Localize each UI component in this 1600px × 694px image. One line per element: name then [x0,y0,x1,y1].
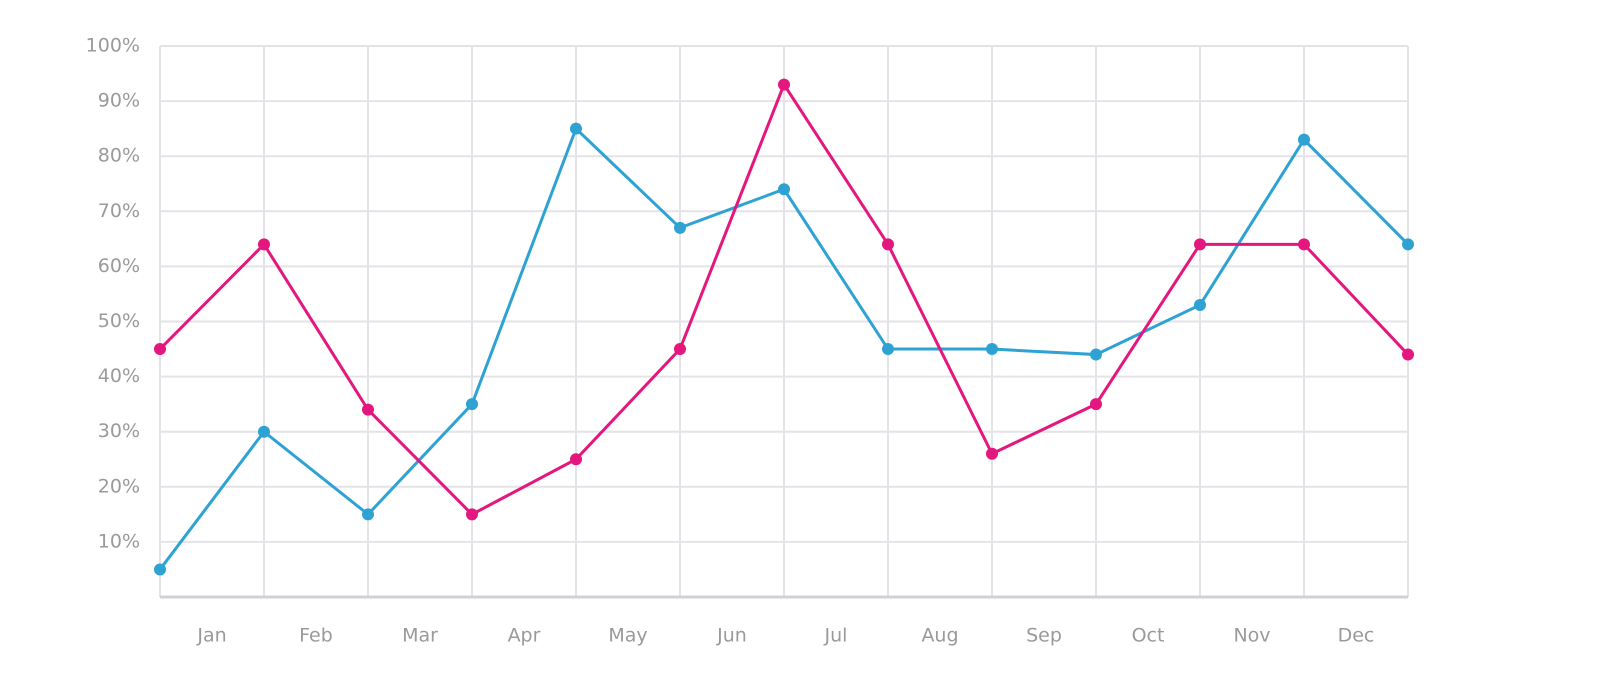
point [466,508,478,521]
x-tick-label: Nov [1233,625,1270,647]
y-tick-label: 10% [98,530,140,552]
x-tick-label: Jan [196,625,226,647]
point [570,122,582,135]
point [778,78,790,91]
y-tick-label: 70% [98,200,140,222]
point [570,453,582,466]
point [258,238,270,251]
point [882,238,894,251]
point [674,343,686,356]
point [778,183,790,196]
x-tick-label: Jul [824,625,848,647]
y-tick-label: 100% [86,35,140,57]
point [362,403,374,416]
x-tick-label: Mar [402,625,438,647]
point [154,563,166,576]
x-tick-label: Sep [1026,625,1062,647]
x-tick-label: Dec [1338,625,1375,647]
point [1090,398,1102,411]
x-tick-label: Feb [299,625,333,647]
y-tick-label: 40% [98,365,140,387]
y-tick-label: 30% [98,420,140,442]
point [362,508,374,521]
y-tick-label: 80% [98,145,140,167]
y-tick-label: 60% [98,255,140,277]
x-tick-label: Jun [716,625,747,647]
y-tick-label: 90% [98,90,140,112]
point [1402,238,1414,251]
point [1090,348,1102,361]
x-tick-label: May [608,625,647,647]
point [258,425,270,438]
point [674,221,686,234]
y-tick-label: 20% [98,475,140,497]
y-tick-label: 50% [98,310,140,332]
point [154,343,166,356]
x-tick-label: Apr [508,625,541,647]
point [466,398,478,411]
x-tick-label: Oct [1132,625,1165,647]
point [882,343,894,356]
point [1194,298,1206,311]
point [986,447,998,460]
point [1298,238,1310,251]
x-tick-label: Aug [921,625,958,647]
point [1402,348,1414,361]
point [1298,133,1310,146]
point [1194,238,1206,251]
point [986,343,998,356]
